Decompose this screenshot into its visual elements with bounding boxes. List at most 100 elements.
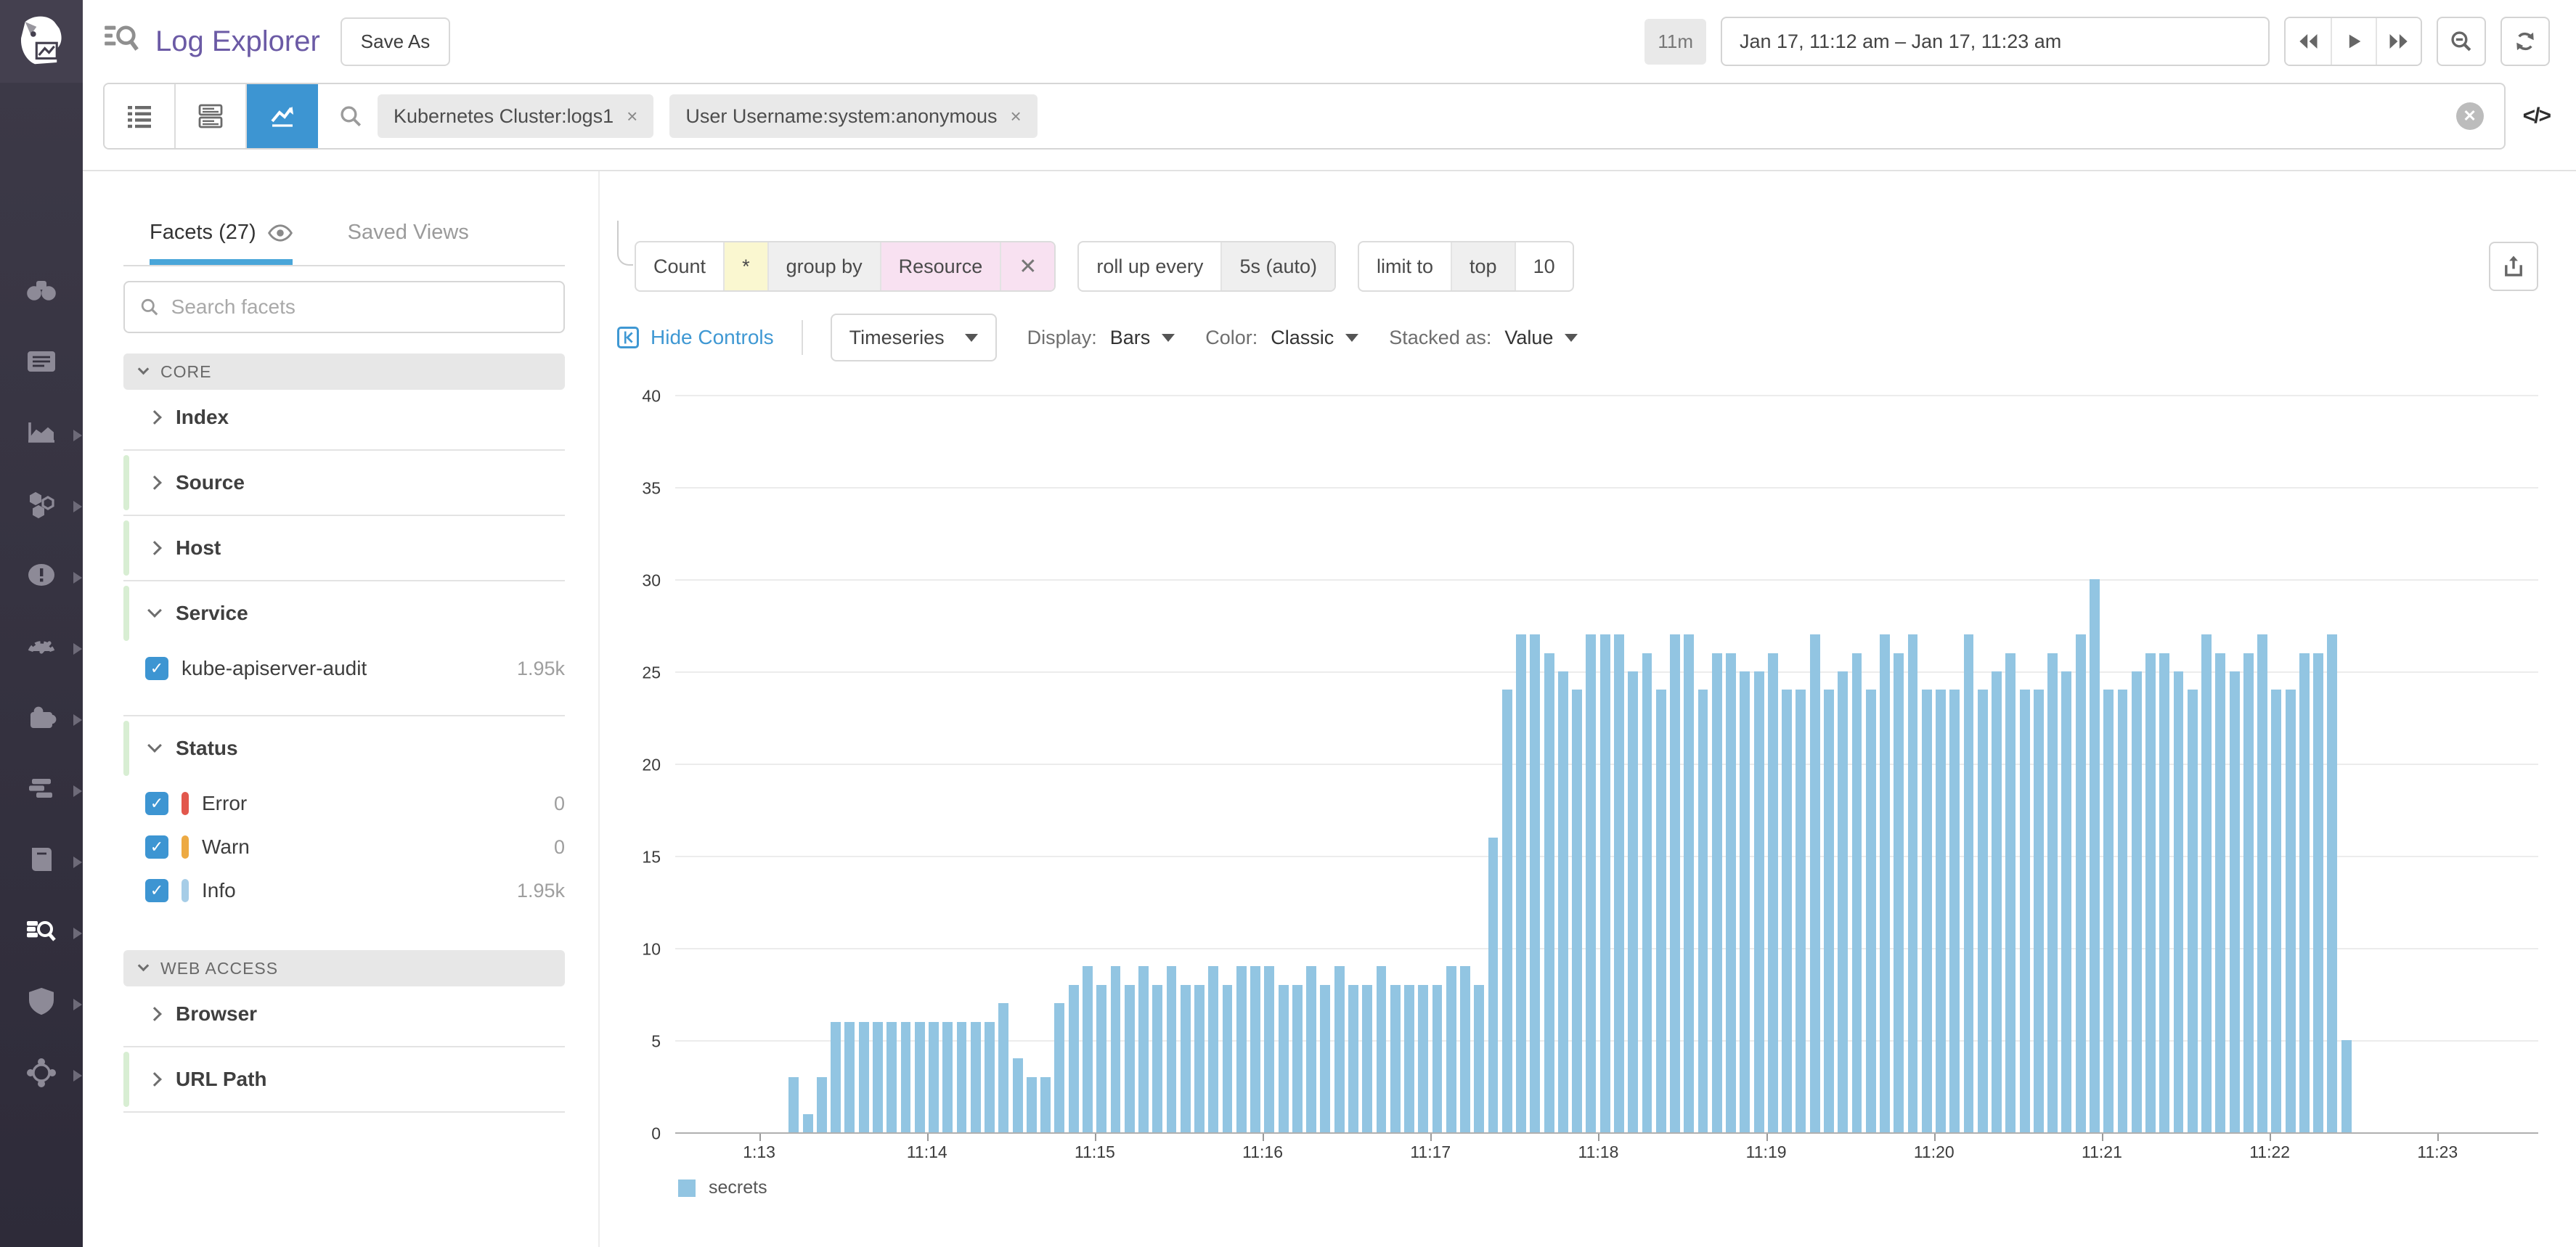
chart-bar[interactable] (2201, 634, 2212, 1132)
chart-bar[interactable] (831, 1022, 841, 1132)
chart-bar[interactable] (1194, 985, 1205, 1132)
chart-bar[interactable] (1698, 690, 1708, 1132)
facet-group-url-path[interactable]: URL Path (123, 1055, 565, 1104)
facet-value-row[interactable]: ✓Warn0 (123, 825, 565, 869)
group-by-value[interactable]: Resource (880, 242, 1000, 290)
view-toggle-grouped[interactable] (176, 84, 247, 148)
chart-bar[interactable] (2230, 671, 2240, 1132)
facet-group-browser[interactable]: Browser (123, 989, 565, 1039)
chart-plot-area[interactable] (675, 396, 2538, 1134)
chart-bar[interactable] (1530, 634, 1540, 1132)
chart-bar[interactable] (1390, 985, 1401, 1132)
facet-group-status[interactable]: Status (123, 724, 565, 773)
chart-bar[interactable] (1922, 690, 1932, 1132)
chart-bar[interactable] (985, 1022, 995, 1132)
chart-bar[interactable] (2103, 690, 2114, 1132)
sidebar-item-notebooks[interactable] (23, 843, 60, 881)
chart-bar[interactable] (1250, 966, 1260, 1132)
chart-bar[interactable] (1096, 985, 1106, 1132)
chart-bar[interactable] (1558, 671, 1568, 1132)
sidebar-item-watchdog[interactable] (23, 274, 60, 312)
chart-bar[interactable] (1236, 966, 1247, 1132)
chart-bar[interactable] (1223, 985, 1233, 1132)
limit-order[interactable]: top (1451, 242, 1515, 290)
color-dropdown[interactable]: Classic (1271, 327, 1358, 349)
chart-bar[interactable] (2188, 690, 2198, 1132)
chart-bar[interactable] (1138, 966, 1149, 1132)
facet-search-input[interactable] (171, 295, 549, 319)
chart-bar[interactable] (2090, 579, 2100, 1132)
sidebar-item-events[interactable] (23, 772, 60, 810)
chart-bar[interactable] (2145, 653, 2156, 1132)
chart-bar[interactable] (2286, 690, 2296, 1132)
sidebar-item-monitors[interactable] (23, 559, 60, 597)
stacked-as-dropdown[interactable]: Value (1504, 327, 1578, 349)
chart-bar[interactable] (1125, 985, 1135, 1132)
chart-bar[interactable] (1852, 653, 1862, 1132)
chart-bar[interactable] (1069, 985, 1079, 1132)
chart-bar[interactable] (2020, 690, 2030, 1132)
time-play-button[interactable] (2331, 18, 2376, 65)
chart-bar[interactable] (1432, 985, 1443, 1132)
chart-bar[interactable] (2271, 690, 2281, 1132)
chart-bar[interactable] (901, 1022, 911, 1132)
chart-bar[interactable] (2034, 690, 2044, 1132)
view-toggle-timeseries[interactable] (247, 84, 318, 148)
chart-bar[interactable] (1894, 653, 1904, 1132)
chart-bar[interactable] (1040, 1077, 1051, 1132)
chart-bar[interactable] (1726, 653, 1736, 1132)
sidebar-item-dashboards[interactable] (23, 346, 60, 383)
save-as-button[interactable]: Save As (341, 17, 450, 66)
chart-bar[interactable] (1782, 690, 1792, 1132)
chart-bar[interactable] (1544, 653, 1554, 1132)
refresh-button[interactable] (2500, 17, 2550, 66)
chart-bar[interactable] (2174, 671, 2184, 1132)
chart-bar[interactable] (1083, 966, 1093, 1132)
chart-bar[interactable] (1377, 966, 1387, 1132)
chart-bar[interactable] (1027, 1077, 1037, 1132)
chart-bar[interactable] (1460, 966, 1470, 1132)
display-dropdown[interactable]: Bars (1110, 327, 1175, 349)
view-toggle-list[interactable] (105, 84, 176, 148)
sidebar-item-logs[interactable] (23, 915, 60, 952)
chart-bar[interactable] (1111, 966, 1121, 1132)
chart-bar[interactable] (1013, 1058, 1023, 1132)
chart-bar[interactable] (1838, 671, 1848, 1132)
facet-value-row[interactable]: ✓Error0 (123, 782, 565, 825)
chart-bar[interactable] (2047, 653, 2058, 1132)
facet-group-source[interactable]: Source (123, 458, 565, 507)
chart-bar[interactable] (1670, 634, 1680, 1132)
chart-bar[interactable] (1740, 671, 1750, 1132)
checkbox-checked[interactable]: ✓ (145, 879, 168, 902)
hide-controls-button[interactable]: Hide Controls (617, 326, 774, 349)
chart-bar[interactable] (1936, 690, 1946, 1132)
chart-bar[interactable] (1712, 653, 1722, 1132)
chart-bar[interactable] (1572, 690, 1582, 1132)
chart-bar[interactable] (1600, 634, 1610, 1132)
sidebar-item-metrics[interactable] (23, 417, 60, 454)
chart-bar[interactable] (2313, 653, 2323, 1132)
date-range-input[interactable]: Jan 17, 11:12 am – Jan 17, 11:23 am (1721, 17, 2270, 66)
chart-bar[interactable] (915, 1022, 925, 1132)
checkbox-checked[interactable]: ✓ (145, 835, 168, 859)
chart-bar[interactable] (2005, 653, 2015, 1132)
sidebar-item-infrastructure[interactable] (23, 488, 60, 526)
group-by-remove-button[interactable]: ✕ (1000, 242, 1054, 290)
chart-bar[interactable] (2341, 1040, 2352, 1132)
chart-bar[interactable] (788, 1077, 799, 1132)
chart-bar[interactable] (1362, 985, 1372, 1132)
chart-bar[interactable] (2243, 653, 2254, 1132)
chart-bar[interactable] (1404, 985, 1414, 1132)
chart-bar[interactable] (2118, 690, 2128, 1132)
sidebar-item-network[interactable] (23, 1057, 60, 1095)
chart-bar[interactable] (1866, 690, 1876, 1132)
chart-bar[interactable] (1810, 634, 1820, 1132)
chart-bar[interactable] (1334, 966, 1345, 1132)
chart-bar[interactable] (1502, 690, 1512, 1132)
chart-bar[interactable] (1418, 985, 1428, 1132)
chart-bar[interactable] (1964, 634, 1974, 1132)
facet-group-index[interactable]: Index (123, 393, 565, 442)
chart-bar[interactable] (1628, 671, 1638, 1132)
chart-bar[interactable] (1684, 634, 1694, 1132)
time-back-button[interactable] (2286, 18, 2331, 65)
